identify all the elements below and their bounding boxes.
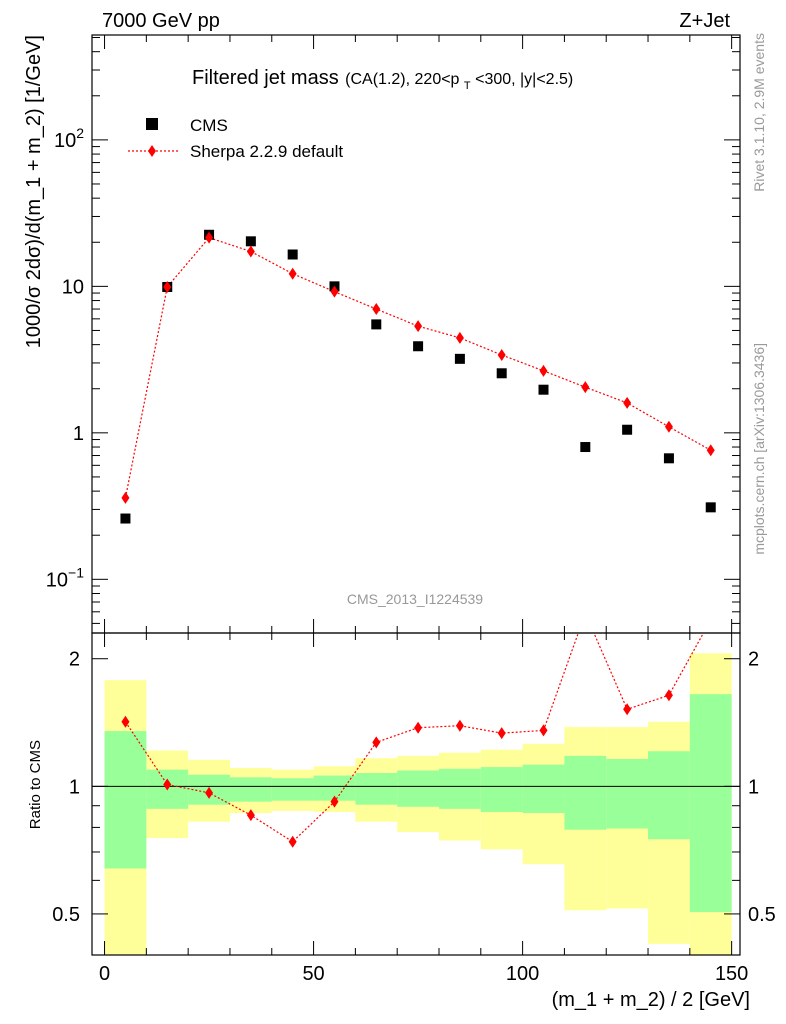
y-tick-label-ratio-right-2: 0.5 [748, 904, 776, 926]
plot-frames [91, 34, 741, 956]
ratio-band-inner-6 [355, 773, 398, 805]
sherpa-point-1 [163, 280, 172, 293]
ratio-panel-frame [91, 632, 741, 956]
x-tick-label-0: 0 [99, 963, 110, 985]
chart-title-sub-2: <300, |y|<2.5) [475, 71, 573, 88]
cms-point-12 [622, 424, 633, 435]
cms-point-10 [538, 384, 549, 395]
ratio-band-inner-7 [397, 770, 439, 807]
mcplots-label: mcplots.cern.ch [arXiv:1306.3436] [751, 343, 767, 555]
x-tick-label-50: 50 [302, 963, 324, 985]
y-tick-label-main-exp-3: −1 [68, 564, 84, 580]
ratio-uncertainty-bands [104, 653, 732, 955]
y-tick-label-main-base-3: 10 [46, 569, 68, 591]
ratio-band-inner-12 [606, 759, 649, 829]
sherpa-point-4 [288, 267, 297, 280]
chart-title-main: Filtered jet mass [192, 67, 339, 89]
cms-point-8 [454, 353, 465, 364]
sherpa-ratio-point-4 [288, 835, 297, 848]
y-tick-label-ratio-left-0: 2 [69, 649, 80, 671]
sherpa-point-9 [497, 348, 506, 361]
x-tick-label-100: 100 [506, 963, 539, 985]
y-tick-label-main-0: 102 [54, 125, 84, 152]
sherpa-ratio-point-1 [163, 778, 172, 791]
legend-sherpa-label: Sherpa 2.2.9 default [190, 142, 343, 161]
analysis-label: CMS_2013_I1224539 [347, 591, 483, 607]
y-tick-label-main-base-2: 1 [73, 423, 84, 445]
sherpa-point-11 [581, 381, 590, 394]
sherpa-point-13 [664, 420, 673, 433]
chart-title-sub-1: (CA(1.2), 220<p [345, 71, 459, 88]
sherpa-point-10 [539, 364, 548, 377]
legend-cms-label: CMS [190, 116, 228, 135]
sherpa-ratio-point-10 [539, 724, 548, 737]
sherpa-ratio-point-0 [121, 715, 130, 728]
ratio-band-inner-8 [438, 768, 481, 809]
cms-point-14 [705, 502, 716, 513]
cms-point-9 [496, 368, 507, 379]
y-tick-label-ratio-left-1: 1 [69, 776, 80, 798]
sherpa-ratio-point-2 [205, 786, 214, 799]
ratio-band-inner-10 [522, 764, 565, 814]
y-tick-label-ratio-right-0: 2 [748, 649, 759, 671]
cms-point-4 [287, 249, 298, 260]
sherpa-ratio-point-5 [330, 795, 339, 808]
y-tick-label-main-base-1: 10 [62, 276, 84, 298]
chart-title: Filtered jet mass (CA(1.2), 220<p T <300… [192, 67, 573, 93]
sherpa-ratio-point-6 [372, 736, 381, 749]
ratio-band-inner-0 [104, 731, 147, 869]
cms-point-7 [413, 341, 424, 352]
data-markers [120, 145, 716, 848]
y-tick-label-main-1: 10 [62, 276, 84, 298]
y-tick-label-ratio-left-2: 0.5 [52, 904, 80, 926]
sherpa-point-7 [414, 320, 423, 333]
sherpa-ratio-point-13 [664, 689, 673, 702]
y-tick-label-main-base-0: 10 [54, 130, 76, 152]
sherpa-point-6 [372, 303, 381, 316]
cms-point-6 [371, 319, 382, 330]
legend: CMS Sherpa 2.2.9 default [128, 116, 343, 161]
chart-title-sub-subscript: T [464, 80, 471, 92]
sherpa-ratio-point-12 [623, 703, 632, 716]
cms-point-13 [663, 453, 674, 464]
y-tick-label-main-exp-0: 2 [76, 125, 84, 141]
ratio-band-inner-9 [480, 767, 523, 812]
sherpa-point-14 [706, 444, 715, 457]
ratio-band-inner-11 [564, 755, 607, 830]
sherpa-point-2 [205, 231, 214, 244]
sherpa-point-3 [246, 245, 255, 258]
y-tick-label-ratio-right-1: 1 [748, 776, 759, 798]
cms-point-11 [580, 442, 591, 453]
ratio-band-inner-14 [689, 694, 732, 913]
ratio-band-inner-3 [229, 777, 272, 802]
cms-point-3 [245, 236, 256, 247]
sherpa-ratio-point-9 [497, 727, 506, 740]
sherpa-ratio-point-8 [455, 719, 464, 732]
y-axis-label-main: 1000/σ 2dσ)/d(m_1 + m_2) [1/GeV] [23, 35, 45, 348]
x-tick-label-150: 150 [715, 963, 748, 985]
sherpa-point-5 [330, 285, 339, 298]
header-right-label: Z+Jet [679, 10, 730, 32]
header-left-label: 7000 GeV pp [102, 10, 220, 32]
x-axis-label: (m_1 + m_2) / 2 [GeV] [552, 989, 750, 1011]
sherpa-point-12 [623, 396, 632, 409]
ratio-band-inner-13 [648, 751, 690, 840]
y-tick-label-main-2: 1 [73, 423, 84, 445]
y-axis-label-ratio: Ratio to CMS [27, 740, 44, 829]
sherpa-point-8 [455, 331, 464, 344]
sherpa-point-0 [121, 491, 130, 504]
y-tick-label-main-3: 10−1 [46, 564, 84, 591]
cms-point-0 [120, 513, 131, 524]
rivet-version-label: Rivet 3.1.10, 2.9M events [751, 33, 767, 192]
mc-line-main [124, 236, 712, 498]
sherpa-ratio-point-3 [246, 809, 255, 822]
legend-cms-marker [146, 118, 158, 130]
ratio-band-inner-4 [271, 778, 314, 801]
sherpa-ratio-point-7 [414, 721, 423, 734]
